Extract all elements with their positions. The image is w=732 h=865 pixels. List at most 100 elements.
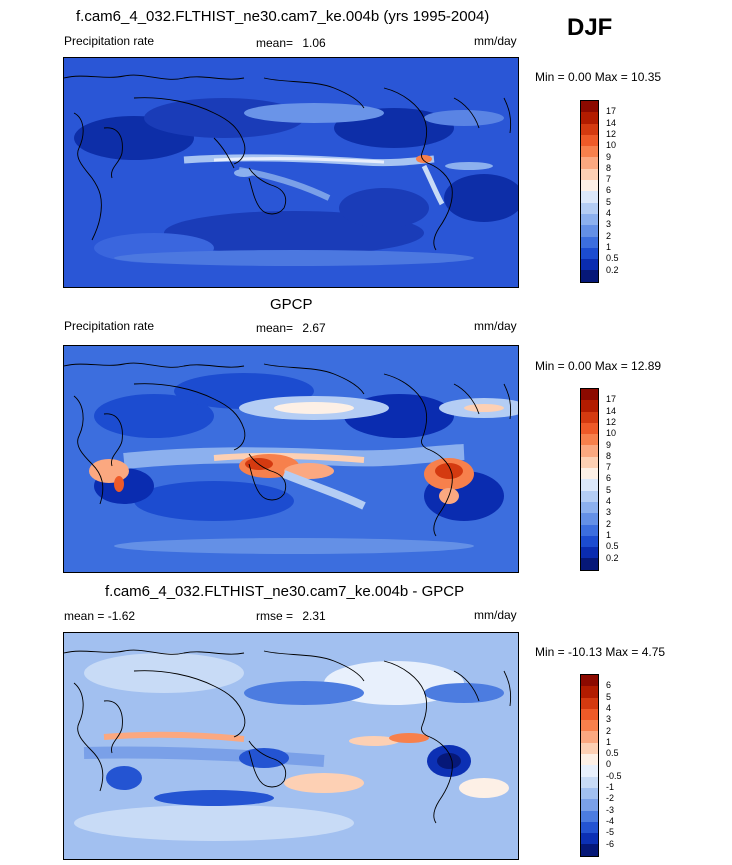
colorbar-tick-label: 0.5 [606, 541, 619, 552]
colorbar-tick-label: -2 [606, 793, 615, 804]
colorbar-tick-label: 5 [606, 196, 612, 207]
colorbar-swatch [581, 434, 598, 446]
panel-3-map [63, 632, 519, 860]
panel-3-stat-value: 2.31 [302, 609, 326, 623]
colorbar-tick-label: 0.5 [606, 253, 619, 264]
colorbar-tick-label: 4 [606, 702, 612, 713]
colorbar-swatch [581, 765, 598, 777]
colorbar-tick-label: 17 [606, 394, 617, 405]
panel-2-stat-label: mean= [256, 321, 294, 335]
colorbar-swatch [581, 422, 598, 435]
panel-2-map [63, 345, 519, 573]
colorbar-tick-label: 12 [606, 128, 617, 139]
colorbar-swatch [581, 720, 598, 732]
colorbar-tick-label: 3 [606, 714, 612, 725]
colorbar-tick-label: 8 [606, 162, 612, 173]
colorbar-tick-label: 17 [606, 106, 617, 117]
colorbar-tick-label: 3 [606, 507, 612, 518]
colorbar-tick-label: 7 [606, 174, 612, 185]
colorbar-swatch [581, 490, 598, 502]
colorbar-tick-label: 7 [606, 462, 612, 473]
colorbar-tick-label: 5 [606, 691, 612, 702]
season-label: DJF [567, 14, 613, 41]
colorbar-tick-label: 2 [606, 725, 612, 736]
colorbar-swatch [581, 468, 598, 480]
panel-3-minmax: Min = -10.13 Max = 4.75 [535, 645, 666, 659]
colorbar-swatch [581, 558, 598, 570]
colorbar-tick-label: 2 [606, 518, 612, 529]
colorbar-tick-label: 0 [606, 759, 612, 770]
colorbar-swatch [581, 833, 598, 845]
colorbar-swatch [581, 524, 598, 536]
colorbar-swatch [581, 675, 598, 687]
colorbar-swatch [581, 101, 598, 113]
panel-1-left-label: Precipitation rate [64, 34, 155, 48]
panel-1-minmax: Min = 0.00 Max = 10.35 [535, 70, 662, 84]
colorbar-tick-label: 6 [606, 185, 612, 196]
panel-2-title: GPCP [270, 296, 313, 313]
colorbar-tick-label: 2 [606, 230, 612, 241]
colorbar-tick-label: 9 [606, 439, 612, 450]
colorbar-swatch [581, 697, 598, 709]
colorbar-tick-label: 6 [606, 473, 612, 484]
colorbar-swatch [581, 501, 598, 514]
panel-1-stat-label: mean= [256, 36, 294, 50]
colorbar-swatch [581, 799, 598, 811]
colorbar-swatch [581, 112, 598, 124]
colorbar-swatch [581, 456, 598, 469]
colorbar-tick-label: 1 [606, 736, 612, 747]
colorbar-swatch [581, 535, 598, 548]
colorbar-swatch [581, 821, 598, 834]
panel-2-left-label: Precipitation rate [64, 319, 155, 333]
colorbar-tick-label: 5 [606, 484, 612, 495]
panel-1-units: mm/day [474, 34, 517, 48]
colorbar-tick-label: 14 [606, 117, 617, 128]
colorbar-tick-label: 6 [606, 680, 612, 691]
colorbar-tick-label: 0.2 [606, 552, 619, 563]
colorbar-tick-label: 12 [606, 416, 617, 427]
panel-1-map [63, 57, 519, 288]
colorbar-swatch [581, 731, 598, 743]
colorbar-tick-label: 4 [606, 208, 612, 218]
colorbar-swatch [581, 445, 598, 457]
colorbar-tick-label: 1 [606, 529, 612, 540]
colorbar-swatch [581, 225, 598, 237]
colorbar-swatch [581, 810, 598, 822]
colorbar-tick-label: -5 [606, 827, 615, 838]
colorbar-swatch [581, 202, 598, 214]
colorbar-swatch [581, 191, 598, 203]
colorbar-swatch [581, 776, 598, 788]
panel-1-title: f.cam6_4_032.FLTHIST_ne30.cam7_ke.004b (… [76, 8, 490, 25]
colorbar-tick-label: 10 [606, 428, 617, 439]
panel-3-stat-label: rmse = [256, 609, 294, 623]
colorbar-swatch [581, 146, 598, 158]
colorbar-swatch [581, 236, 598, 248]
panel-3-title: f.cam6_4_032.FLTHIST_ne30.cam7_ke.004b -… [105, 583, 465, 600]
panel-1-stat-value: 1.06 [302, 36, 326, 50]
colorbar-swatch [581, 686, 598, 698]
colorbar-swatch [581, 479, 598, 491]
colorbar-swatch [581, 259, 598, 271]
colorbar-swatch [581, 123, 598, 135]
panel-3-left-label: mean = -1.62 [64, 609, 136, 623]
colorbar-tick-label: 14 [606, 405, 617, 416]
colorbar-tick-label: -0.5 [606, 770, 622, 781]
colorbar-swatch [581, 213, 598, 226]
colorbar-swatch [581, 270, 598, 282]
colorbar-tick-label: 1 [606, 241, 612, 252]
colorbar-swatch [581, 754, 598, 766]
colorbar-swatch [581, 742, 598, 755]
colorbar-swatch [581, 844, 598, 856]
colorbar-tick-label: -1 [606, 782, 615, 792]
colorbar-swatch [581, 708, 598, 721]
colorbar-tick-label: 4 [606, 496, 612, 506]
panel-3-units: mm/day [474, 608, 517, 622]
colorbar-swatch [581, 513, 598, 525]
panel-2-stat-value: 2.67 [302, 321, 326, 335]
colorbar-tick-label: 9 [606, 151, 612, 162]
colorbar-tick-label: -4 [606, 815, 615, 826]
colorbar-tick-label: 0.2 [606, 264, 619, 275]
colorbar-tick-label: 3 [606, 219, 612, 230]
colorbar-swatch [581, 787, 598, 800]
colorbar-swatch [581, 411, 598, 423]
